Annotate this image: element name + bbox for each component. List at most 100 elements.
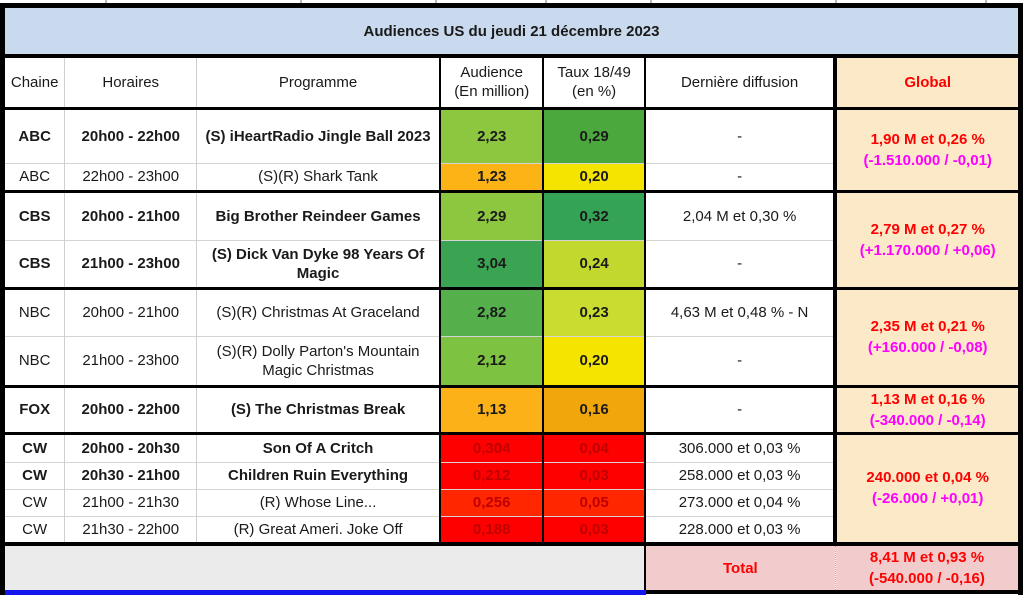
table-row: NBC 20h00 - 21h00 (S)(R) Christmas At Grac… xyxy=(5,286,1018,386)
global-line1: 2,79 M et 0,27 % xyxy=(870,220,985,238)
last-broadcast-cell: - xyxy=(644,384,838,433)
audience-value-cell: 3,04 xyxy=(439,239,545,288)
last-broadcast-cell: - xyxy=(644,162,838,191)
program-cell: (S) iHeartRadio Jingle Ball 2023 xyxy=(196,106,441,163)
table-row: FOX 20h00 - 22h00 (S) The Christmas Break 1… xyxy=(5,384,1018,433)
global-summary-cell: 1,13 M et 0,16 % (-340.000 / -0,14) xyxy=(835,384,1018,433)
channel-cell: CW xyxy=(5,488,66,516)
global-summary-cell: 1,90 M et 0,26 % (-1.510.000 / -0,01) xyxy=(835,106,1018,191)
last-broadcast-cell: 258.000 et 0,03 % xyxy=(644,461,838,489)
channel-cell: CW xyxy=(5,515,66,544)
global-line2: (-1.510.000 / -0,01) xyxy=(863,151,992,169)
audience-value-cell: 2,29 xyxy=(439,189,545,240)
rating-value-cell: 0,16 xyxy=(543,384,646,433)
global-summary-cell: 2,35 M et 0,21 % (+160.000 / -0,08) xyxy=(835,286,1018,386)
time-slot-cell: 21h00 - 21h30 xyxy=(64,488,198,516)
audience-value-cell: 1,23 xyxy=(439,162,545,191)
global-line1: 240.000 et 0,04 % xyxy=(866,469,989,487)
last-broadcast-cell: - xyxy=(644,106,838,163)
channel-cell: CW xyxy=(5,431,66,462)
time-slot-cell: 20h00 - 20h30 xyxy=(64,431,198,462)
audience-table: Chaine Horaires Programme Audience (En m… xyxy=(5,58,1018,595)
time-slot-cell: 20h00 - 22h00 xyxy=(64,106,198,163)
audience-value-cell: 0,256 xyxy=(439,488,545,516)
program-cell: Son Of A Critch xyxy=(196,431,441,462)
channel-cell: ABC xyxy=(5,106,66,163)
total-label-cell: Total xyxy=(644,542,836,594)
rating-value-cell: 0,04 xyxy=(543,431,646,462)
time-slot-cell: 21h00 - 23h00 xyxy=(64,239,198,288)
global-line2: (-26.000 / +0,01) xyxy=(872,490,984,508)
col-header-derniere: Dernière diffusion xyxy=(644,58,838,110)
table-row: ABC 22h00 - 23h00 (S)(R) Shark Tank 1,23 0,2… xyxy=(5,162,1018,191)
rating-value-cell: 0,05 xyxy=(543,488,646,516)
col-header-chaine: Chaine xyxy=(5,58,66,110)
table-row: CW 20h30 - 21h00 Children Ruin Everything 0… xyxy=(5,461,1018,489)
total-row: Total 8,41 M et 0,93 % (-540.000 / -0,16… xyxy=(5,542,1018,595)
rating-value-cell: 0,32 xyxy=(543,189,646,240)
last-broadcast-cell: 4,63 M et 0,48 % - N xyxy=(644,286,838,336)
rating-value-cell: 0,20 xyxy=(543,162,646,191)
spreadsheet-gridline-strip xyxy=(0,0,1023,3)
table-row: ABC 20h00 - 22h00 (S) iHeartRadio Jingle B… xyxy=(5,106,1018,191)
audience-value-cell: 2,82 xyxy=(439,286,545,336)
audience-value-cell: 2,12 xyxy=(439,335,545,386)
global-line2: (+1.170.000 / +0,06) xyxy=(859,241,996,259)
rating-value-cell: 0,20 xyxy=(543,335,646,386)
last-broadcast-cell: 273.000 et 0,04 % xyxy=(644,488,838,516)
table-title: Audiences US du jeudi 21 décembre 2023 xyxy=(5,8,1018,58)
program-cell: Children Ruin Everything xyxy=(196,461,441,489)
channel-cell: ABC xyxy=(5,162,66,191)
time-slot-cell: 21h30 - 22h00 xyxy=(64,515,198,544)
program-cell: (S)(R) Christmas At Graceland xyxy=(196,286,441,336)
audience-value-cell: 1,13 xyxy=(439,384,545,433)
channel-cell: NBC xyxy=(5,335,66,386)
table-row: NBC 21h00 - 23h00 (S)(R) Dolly Parton's Mo… xyxy=(5,335,1018,386)
rating-value-cell: 0,03 xyxy=(543,515,646,544)
audience-value-cell: 0,188 xyxy=(439,515,545,544)
rating-value-cell: 0,23 xyxy=(543,286,646,336)
total-value-cell: 8,41 M et 0,93 % (-540.000 / -0,16) xyxy=(835,542,1018,594)
global-line1: 1,90 M et 0,26 % xyxy=(870,130,985,148)
col-header-taux: Taux 18/49 (en %) xyxy=(543,58,646,110)
time-slot-cell: 21h00 - 23h00 xyxy=(64,335,198,386)
rating-value-cell: 0,29 xyxy=(543,106,646,163)
last-broadcast-cell: 306.000 et 0,03 % xyxy=(644,431,838,462)
global-line2: (-340.000 / -0,14) xyxy=(869,411,986,429)
col-header-programme: Programme xyxy=(196,58,441,110)
channel-cell: NBC xyxy=(5,286,66,336)
program-cell: Big Brother Reindeer Games xyxy=(196,189,441,240)
program-cell: (S)(R) Shark Tank xyxy=(196,162,441,191)
audience-value-cell: 2,23 xyxy=(439,106,545,163)
audience-value-cell: 0,304 xyxy=(439,431,545,462)
col-header-horaires: Horaires xyxy=(64,58,198,110)
table-row: CW 20h00 - 20h30 Son Of A Critch 0,304 0,04 3… xyxy=(5,431,1018,544)
audience-value-cell: 0,212 xyxy=(439,461,545,489)
col-header-audience: Audience (En million) xyxy=(439,58,545,110)
audience-table-frame: Audiences US du jeudi 21 décembre 2023 C… xyxy=(0,3,1023,595)
time-slot-cell: 20h00 - 21h00 xyxy=(64,286,198,336)
last-broadcast-cell: - xyxy=(644,239,838,288)
table-row: CW 21h30 - 22h00 (R) Great Ameri. Joke Off… xyxy=(5,515,1018,544)
channel-cell: CBS xyxy=(5,189,66,240)
total-line2: (-540.000 / -0,16) xyxy=(869,570,985,587)
channel-cell: CBS xyxy=(5,239,66,288)
last-broadcast-cell: - xyxy=(644,335,838,386)
table-row: CW 21h00 - 21h30 (R) Whose Line... 0,256 0,0… xyxy=(5,488,1018,516)
program-cell: (S)(R) Dolly Parton's Mountain Magic Chr… xyxy=(196,335,441,386)
time-slot-cell: 20h00 - 22h00 xyxy=(64,384,198,433)
total-empty-cell xyxy=(5,542,646,595)
total-line1: 8,41 M et 0,93 % xyxy=(869,549,985,566)
program-cell: (R) Whose Line... xyxy=(196,488,441,516)
table-row: CBS 20h00 - 21h00 Big Brother Reindeer Gam… xyxy=(5,189,1018,288)
rating-value-cell: 0,24 xyxy=(543,239,646,288)
channel-cell: FOX xyxy=(5,384,66,433)
last-broadcast-cell: 2,04 M et 0,30 % xyxy=(644,189,838,240)
global-line2: (+160.000 / -0,08) xyxy=(867,339,988,356)
global-summary-cell: 240.000 et 0,04 % (-26.000 / +0,01) xyxy=(835,431,1018,544)
time-slot-cell: 22h00 - 23h00 xyxy=(64,162,198,191)
global-line1: 2,35 M et 0,21 % xyxy=(870,318,985,335)
rating-value-cell: 0,03 xyxy=(543,461,646,489)
global-line1: 1,13 M et 0,16 % xyxy=(870,390,985,408)
global-summary-cell: 2,79 M et 0,27 % (+1.170.000 / +0,06) xyxy=(835,189,1018,288)
